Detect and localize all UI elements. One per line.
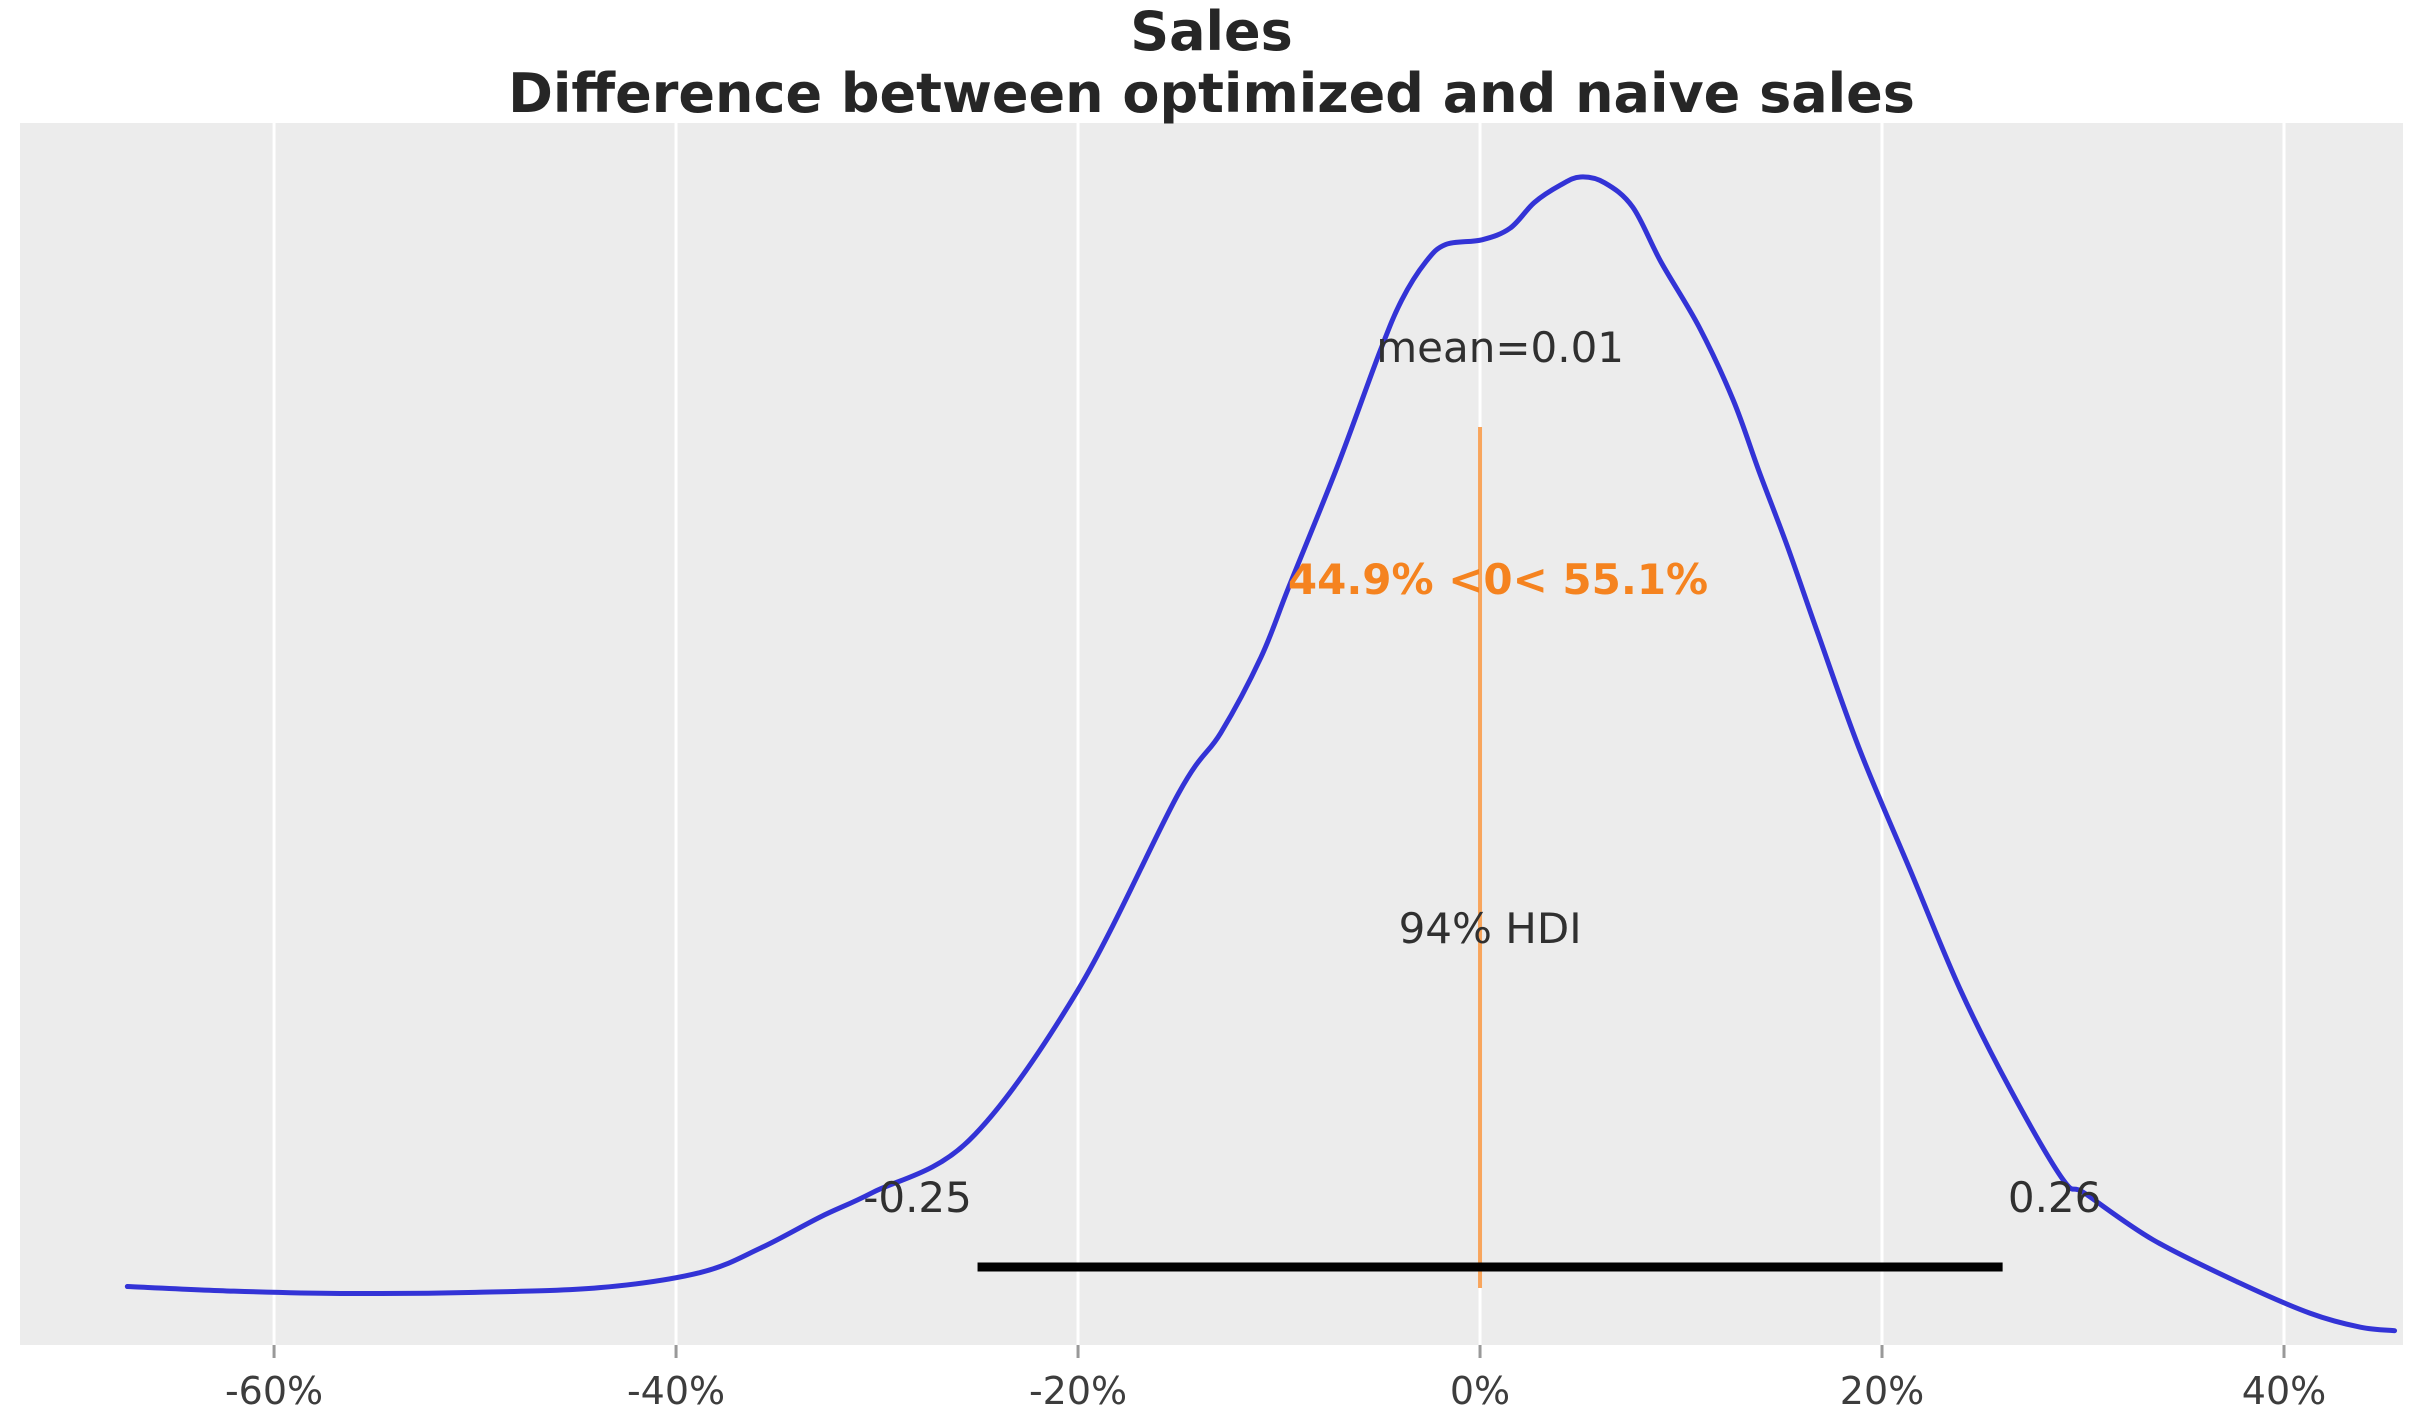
gridlines-layer: -60% -40% -20% 0% 20% 40% bbox=[225, 123, 2326, 1413]
hdi-upper-bound-label: 0.26 bbox=[2008, 1173, 2102, 1222]
chart-marks-layer bbox=[124, 174, 2398, 1334]
x-tick-label: -60% bbox=[225, 1369, 323, 1413]
x-tick-label: 20% bbox=[1840, 1369, 1924, 1413]
chart-title: Sales bbox=[1130, 0, 1293, 63]
x-tick-label: -40% bbox=[627, 1369, 725, 1413]
kde-density-curve bbox=[124, 174, 2398, 1334]
hdi-interval-label: 94% HDI bbox=[1399, 904, 1582, 953]
x-tick-label: -20% bbox=[1029, 1369, 1127, 1413]
x-tick-label: 0% bbox=[1450, 1369, 1510, 1413]
x-tick-label: 40% bbox=[2242, 1369, 2326, 1413]
plot-panel-background bbox=[20, 123, 2403, 1345]
hdi-lower-bound-label: -0.25 bbox=[863, 1173, 972, 1222]
mean-value-label: mean=0.01 bbox=[1376, 323, 1624, 372]
reference-value-percentages-label: 44.9% <0< 55.1% bbox=[1288, 555, 1708, 604]
chart-subtitle: Difference between optimized and naive s… bbox=[508, 62, 1915, 125]
